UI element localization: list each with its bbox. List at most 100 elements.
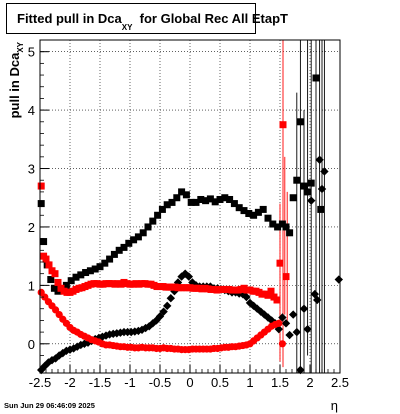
square-marker: [40, 238, 48, 246]
square-marker: [293, 176, 301, 184]
square-marker: [51, 270, 59, 278]
square-marker: [278, 220, 286, 228]
square-marker: [101, 259, 109, 267]
square-marker: [250, 211, 258, 219]
square-marker: [77, 271, 85, 279]
square-marker: [206, 195, 214, 203]
diamond-marker: [317, 184, 327, 194]
circle-marker: [278, 340, 286, 348]
timestamp-footer: Sun Jun 29 06:46:09 2025: [4, 401, 95, 410]
square-marker: [276, 259, 284, 267]
square-marker: [230, 200, 238, 208]
diamond-marker: [303, 324, 312, 334]
y-tick-label: 5: [28, 45, 35, 60]
diamond-marker: [320, 167, 329, 176]
square-marker: [267, 287, 275, 295]
diamond-marker: [137, 325, 147, 334]
x-tick-label: -1: [124, 375, 136, 390]
square-marker: [226, 195, 234, 203]
square-marker: [178, 188, 186, 196]
square-marker: [54, 278, 62, 286]
diamond-marker: [278, 313, 287, 322]
x-tick-label: 1.5: [271, 375, 289, 390]
square-marker: [154, 211, 162, 219]
square-marker: [91, 265, 99, 273]
square-marker: [45, 261, 53, 269]
x-tick-label: -2: [64, 375, 76, 390]
x-axis-label: η: [331, 398, 338, 413]
square-marker: [240, 207, 248, 215]
square-marker: [106, 255, 114, 263]
diamond-marker: [313, 295, 322, 305]
data-markers: [37, 74, 343, 375]
y-tick-label: 0: [28, 337, 35, 352]
square-marker: [130, 236, 138, 244]
diamond-marker: [292, 327, 301, 337]
square-marker: [304, 188, 312, 196]
grid-lines: [40, 40, 340, 373]
square-marker: [202, 197, 210, 205]
square-marker: [264, 214, 272, 222]
square-marker: [269, 220, 277, 228]
square-marker: [115, 246, 123, 254]
chart-title-box: Fitted pull in DcaXY for Global Rec All …: [6, 3, 288, 34]
square-marker: [86, 267, 94, 275]
square-marker: [96, 263, 104, 271]
square-marker: [72, 273, 80, 281]
error-bars: [279, 40, 325, 373]
diamond-marker: [242, 292, 251, 302]
axis-ticks: [39, 39, 341, 373]
diamond-marker: [163, 301, 172, 311]
title-main: Fitted pull in Dca: [17, 11, 122, 26]
tick-labels: -2.5 -2 -1.5 -1 -0.5 0 0.5 1 1.5 2 2.5 0 1 2 3 4 5: [28, 45, 349, 390]
y-axis-label-main: pull in Dca: [7, 52, 22, 119]
square-marker: [307, 179, 315, 187]
square-marker: [192, 198, 200, 206]
square-marker: [125, 239, 133, 247]
title-suffix: for Global Rec All EtapT: [139, 11, 288, 26]
square-marker: [139, 229, 147, 237]
square-marker: [289, 194, 297, 202]
square-marker: [254, 208, 262, 216]
square-marker: [173, 194, 181, 202]
y-tick-label: 2: [28, 220, 35, 235]
diamond-marker: [73, 342, 82, 351]
x-tick-label: 1: [246, 375, 253, 390]
square-marker: [259, 205, 267, 213]
y-axis-label: pull in DcaXY: [7, 41, 25, 118]
square-marker: [216, 195, 224, 203]
square-marker: [245, 210, 253, 218]
y-tick-label: 3: [28, 162, 35, 177]
plot-frame: [39, 39, 341, 374]
diamond-marker: [37, 365, 46, 375]
square-marker: [286, 229, 294, 237]
square-marker: [264, 291, 272, 299]
diamond-marker: [159, 307, 168, 316]
chart-title: Fitted pull in DcaXY for Global Rec All …: [17, 11, 288, 32]
x-tick-label: -1.5: [89, 375, 111, 390]
y-tick-label: 4: [28, 103, 35, 118]
square-marker: [312, 74, 320, 82]
x-tick-label: 2.5: [331, 375, 349, 390]
circle-marker: [275, 319, 283, 327]
square-marker: [110, 250, 118, 258]
square-marker: [187, 198, 195, 206]
x-tick-label: 2: [306, 375, 313, 390]
square-marker: [163, 201, 171, 209]
square-marker: [144, 223, 152, 231]
diamond-marker: [51, 354, 60, 363]
square-marker: [300, 182, 308, 190]
square-marker: [37, 182, 45, 190]
square-marker: [47, 276, 55, 284]
square-marker: [82, 269, 90, 277]
diamond-marker: [184, 272, 193, 281]
square-marker: [282, 273, 290, 281]
diamond-marker: [173, 278, 183, 287]
diamond-marker: [289, 310, 298, 319]
diamond-marker: [69, 344, 78, 353]
diamond-marker: [334, 275, 343, 284]
square-marker: [235, 204, 243, 212]
diamond-marker: [281, 319, 291, 328]
square-marker: [42, 255, 50, 263]
diamond-marker: [166, 294, 175, 303]
